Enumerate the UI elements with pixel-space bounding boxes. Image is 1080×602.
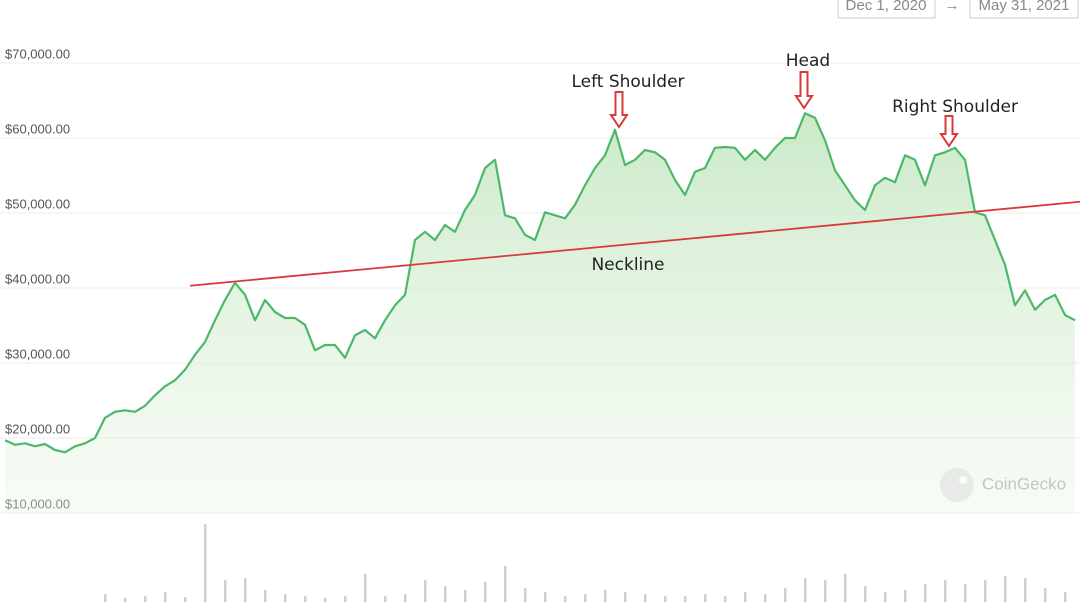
volume-bar [804,578,807,602]
volume-bar [604,590,607,602]
volume-bar [1024,578,1027,602]
volume-bar [284,594,287,602]
volume-bar [344,596,347,602]
volume-bar [484,582,487,602]
volume-bar [984,580,987,602]
volume-bar [104,594,107,602]
volume-bar [744,592,747,602]
volume-bar [384,596,387,602]
volume-bar [184,597,187,602]
volume-bar [844,574,847,602]
y-tick-label: $50,000.00 [5,196,70,211]
volume-bar [464,590,467,602]
y-tick-label: $20,000.00 [5,421,70,436]
volume-bar [504,566,507,602]
volume-bar [424,580,427,602]
volume-bar [944,580,947,602]
volume-bar [204,524,207,602]
volume-bar [1064,592,1067,602]
date-arrow: → [945,0,960,14]
volume-bar [264,590,267,602]
annotation: Right Shoulder [892,97,1018,117]
y-tick-label: $30,000.00 [5,346,70,361]
volume-bar [124,598,127,602]
volume-bar [564,596,567,602]
date-box[interactable] [969,0,1079,19]
volume-bar [764,594,767,602]
volume-bar [364,574,367,602]
volume-bar [404,594,407,602]
volume-bar [784,588,787,602]
date-box[interactable] [837,0,936,19]
volume-bar [684,596,687,602]
annotation: Head [786,51,830,71]
volume-bar [664,596,667,602]
volume-bar [824,580,827,602]
start-date[interactable]: Dec 1, 2020 [846,0,927,14]
y-tick-label: $40,000.00 [5,271,70,286]
volume-bar [144,596,147,602]
plot: $10,000.00$20,000.00$30,000.00$40,000.00… [0,46,1080,602]
volume-bar [244,578,247,602]
volume-bar [224,580,227,602]
volume-bar [544,592,547,602]
annotation-arrow [939,115,959,148]
volume-bar [644,594,647,602]
y-tick-label: $70,000.00 [5,46,70,61]
volume-bar [864,586,867,602]
volume-bar [304,596,307,602]
annotation-arrow [609,91,629,129]
volume-bar [1004,576,1007,602]
volume-bar [164,592,167,602]
volume-bar [704,594,707,602]
volume-bar [964,584,967,602]
watermark: CoinGecko [940,468,1066,502]
end-date[interactable]: May 31, 2021 [979,0,1070,14]
area [5,113,1075,514]
annotation-arrow [794,71,814,110]
volume-bar [584,594,587,602]
volume-bar [524,588,527,602]
volume-bar [324,598,327,602]
volume-bar [904,590,907,602]
watermark-text: CoinGecko [982,474,1066,493]
price-line [4,112,1076,454]
volume-bar [624,592,627,602]
volume-bar [884,592,887,602]
annotation: Left Shoulder [571,72,684,92]
volume-bar [1044,588,1047,602]
y-tick-label: $60,000.00 [5,121,70,136]
volume-bar [444,586,447,602]
neckline [189,200,1080,287]
volume-bar [724,596,727,602]
volume-bar [924,584,927,602]
neckline-label: Neckline [591,255,664,275]
